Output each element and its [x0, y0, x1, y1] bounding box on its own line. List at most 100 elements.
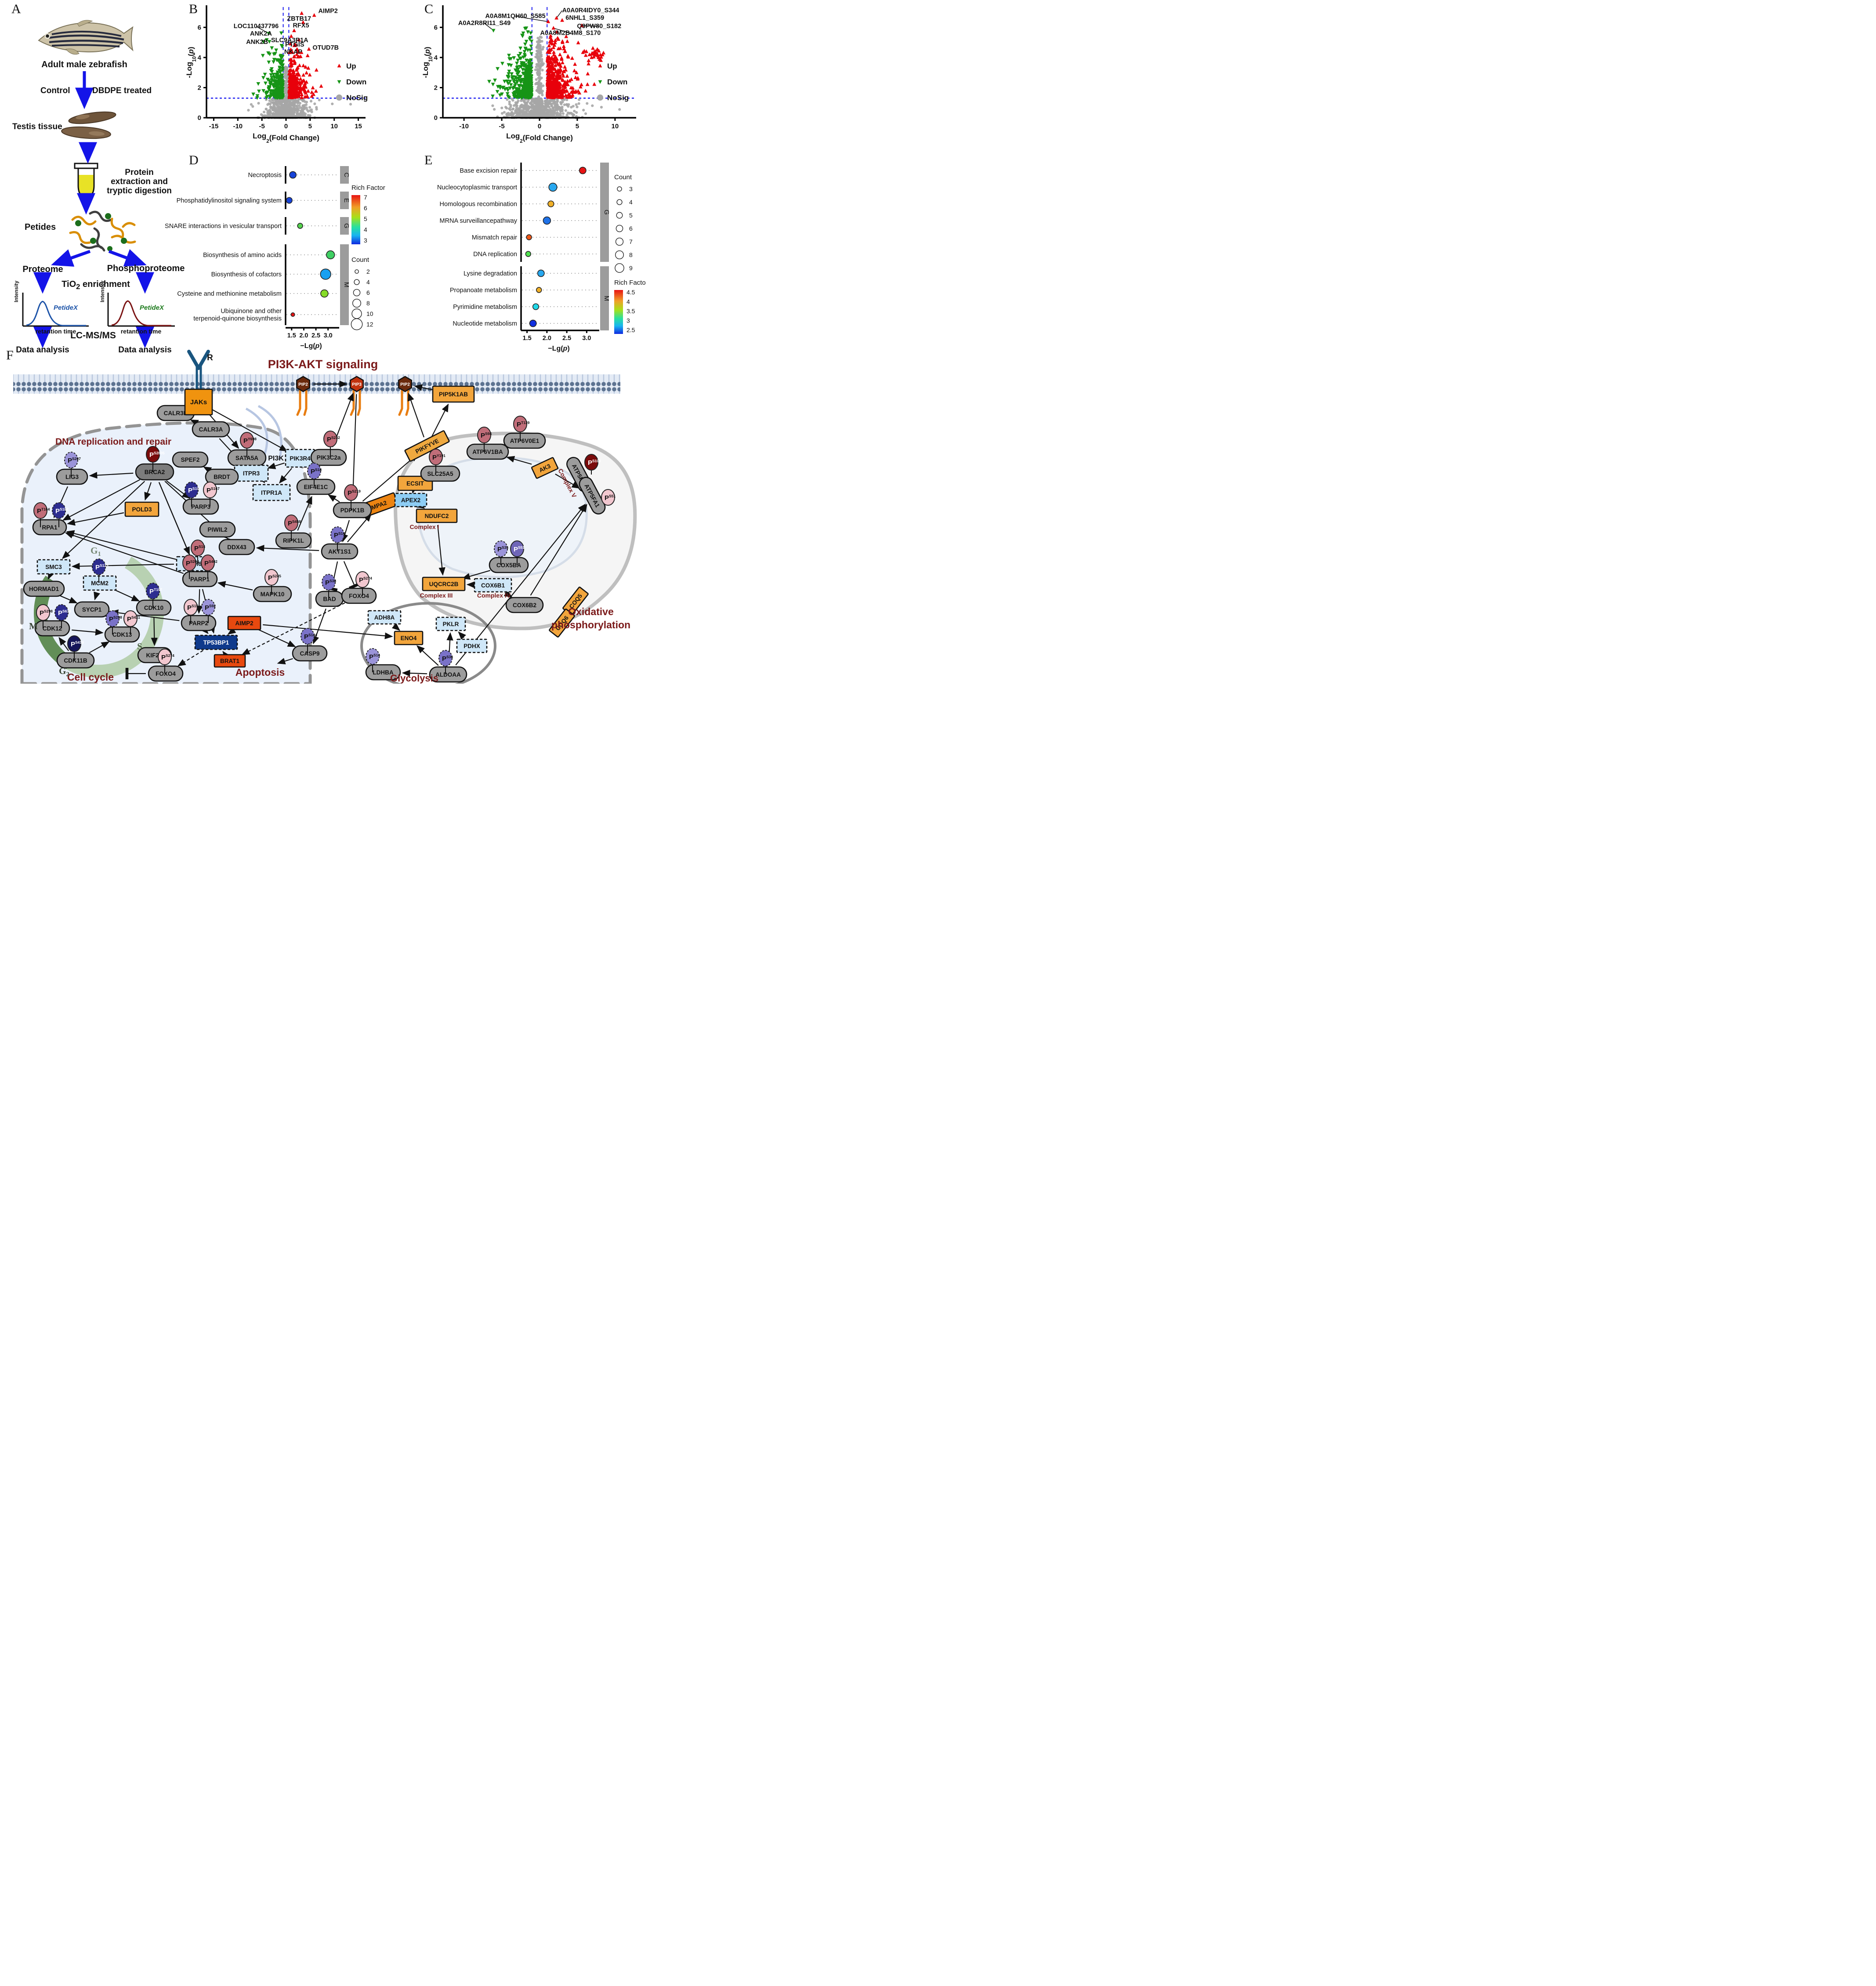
- svg-text:4: 4: [198, 54, 202, 62]
- pathway-node-BAD: BAD: [315, 591, 344, 607]
- control-label: Control: [40, 86, 70, 95]
- pathway-node-ALDOAA: ALDOAA: [429, 666, 467, 683]
- pathway-node-PARP3: PARP3: [182, 498, 219, 515]
- phospho-site-CASP9-S144: PS144: [304, 633, 317, 641]
- volcano-plot-proteome: -15 -10 -5 0 5 10 15 0 2 4 6 Log2(Fold Change) -Log1…: [185, 5, 368, 144]
- data-analysis-right: Data analysis: [118, 345, 172, 355]
- pathway-title-apoptosis: Apoptosis: [235, 667, 285, 678]
- phospho-site-SATA5A-Y698: PY698: [243, 437, 257, 445]
- pathway-node-COX5BA: COX5BA: [489, 557, 529, 573]
- pathway-titles: PI3K-AKT signaling R PI3K DNA replication a…: [29, 353, 630, 684]
- svg-text:NDUFC2: NDUFC2: [425, 513, 449, 519]
- pathway-node-RIPK1L: RIPK1L: [275, 532, 312, 549]
- svg-text:PIP5K1AB: PIP5K1AB: [439, 391, 468, 398]
- svg-text:SPEF2: SPEF2: [181, 457, 200, 463]
- pathway-title-glycolysis: Glycolysis: [390, 673, 438, 684]
- pathway-node-CALR3A: CALR3A: [192, 421, 230, 438]
- svg-text:-5: -5: [259, 123, 264, 130]
- svg-text:BRCA2: BRCA2: [145, 469, 165, 475]
- pathway-title-pi3k: PI3K: [268, 455, 284, 462]
- peptides-illustration: [69, 210, 136, 252]
- pathway-title-complex-i: Complex I: [410, 523, 439, 530]
- svg-text:AKT1S1: AKT1S1: [328, 548, 351, 555]
- pathway-node-RPA1: RPA1: [32, 519, 67, 536]
- pathway-node-PIWIL2: PIWIL2: [199, 521, 236, 538]
- lcms-label: LC-MS/MS: [70, 330, 116, 341]
- pathway-node-PDHX: PDHX: [456, 638, 488, 653]
- svg-text:COX6B1: COX6B1: [481, 582, 505, 589]
- phospho-site-MAPK10-S245: PS245: [268, 574, 281, 582]
- svg-text:SYCP1: SYCP1: [82, 606, 102, 613]
- svg-text:ATP6V1BA: ATP6V1BA: [472, 449, 503, 455]
- panel-letter-a: A: [11, 2, 21, 16]
- phospho-site-ATP5FA1-S51: PS51: [605, 494, 616, 502]
- pathway-node-SMC3: SMC3: [36, 559, 71, 575]
- svg-text:FOXO4: FOXO4: [349, 593, 369, 599]
- pathway-node-PKLR: PKLR: [435, 616, 466, 631]
- svg-text:APEX2: APEX2: [401, 497, 420, 504]
- pathway-node-MAPK10: MAPK10: [253, 586, 292, 602]
- pathway-node-JAKs: JAKs: [184, 388, 213, 416]
- phospho-site-PDPK1B-S219: PS219: [348, 489, 361, 497]
- pathway-node-ENO4: ENO4: [394, 631, 424, 645]
- svg-text:PARP2: PARP2: [189, 620, 208, 627]
- svg-text:CDK12: CDK12: [43, 625, 62, 632]
- phospho-site-ALDOAA-S36: PS36: [442, 655, 453, 663]
- svg-text:BRAT1: BRAT1: [220, 658, 239, 664]
- svg-text:PDPK1B: PDPK1B: [340, 507, 365, 514]
- svg-text:CASP9: CASP9: [300, 650, 319, 657]
- pathway-title-complex-iii: Complex III: [420, 592, 453, 599]
- pathway-node-CDK13: CDK13: [104, 626, 140, 643]
- svg-text:-10: -10: [233, 123, 243, 130]
- pathway-node-CDK10: CDK10: [136, 599, 172, 616]
- svg-text:ZBTB17: ZBTB17: [287, 15, 311, 22]
- svg-text:PIP3: PIP3: [352, 382, 362, 387]
- pathway-node-PIK3R4: PIK3R4: [285, 449, 315, 468]
- phospho-site-SLC25A5-Y191: PY191: [432, 453, 445, 461]
- panel-letter-d: D: [189, 153, 199, 167]
- phospho-site-ATP5PD-S100: PS100: [588, 459, 601, 467]
- pathway-node-PARP2: PARP2: [181, 615, 217, 631]
- svg-text:PIP2: PIP2: [400, 382, 410, 387]
- pathway-node-BRDT: BRDT: [205, 468, 239, 485]
- pathway-title-pi3k-akt-signaling: PI3K-AKT signaling: [268, 358, 378, 371]
- svg-text:SMC3: SMC3: [45, 564, 62, 570]
- peptides-label: Petides: [25, 222, 56, 232]
- phospho-site-PIK3C2a-S232: PS232: [327, 435, 340, 443]
- svg-text:AIMP2: AIMP2: [318, 8, 337, 15]
- pathway-node-EIF4E1C: EIF4E1C: [296, 478, 336, 495]
- svg-text:0: 0: [198, 114, 201, 122]
- pathway-node-ITPR3: ITPR3: [234, 464, 269, 482]
- phospho-site-PARP1-S402: PS402: [204, 559, 217, 567]
- phospho-site-RPA1-S182: PS182: [55, 507, 69, 515]
- svg-text:PDHX: PDHX: [464, 643, 480, 649]
- svg-text:PIK3C2a: PIK3C2a: [317, 454, 341, 461]
- volcano-B: -15 -10 -5 0 5 10 15 0 2 4 6 Log2(Fold Change) -Log1…: [185, 5, 368, 144]
- retention-time-right: retantion time: [120, 328, 162, 335]
- retention-time-left: retantion time: [35, 328, 76, 335]
- pathway-node-HORMAD1: HORMAD1: [23, 580, 65, 597]
- phospho-site-FOXO4a-S274: PS274: [359, 576, 372, 584]
- tube-icon: [74, 163, 98, 198]
- phospho-site-PARP3-S107: PS107: [188, 486, 201, 494]
- phospho-site-CDK12-S638: PS638: [58, 609, 71, 617]
- treated-label: DBDPE treated: [92, 86, 152, 95]
- pathway-title-r: R: [207, 353, 213, 362]
- svg-text:LIG3: LIG3: [65, 474, 79, 480]
- pathway-node-DDX43: DDX43: [218, 539, 255, 555]
- pathway-title-cell-cycle: Cell cycle: [67, 671, 114, 683]
- phospho-site-CDK12-S298: PS298: [40, 609, 53, 617]
- pathway-title-phosphorylation: phosphorylation: [551, 619, 630, 631]
- phospho-site-PARP2-S15: PS15: [187, 604, 198, 612]
- phospho-site-EIF4E1C-S18: PS18: [311, 468, 322, 475]
- protein-extraction-line1: Protein: [125, 168, 154, 177]
- phospho-site-RPA1-T164: PT164: [37, 507, 50, 515]
- svg-text:10: 10: [330, 123, 338, 130]
- receptor-icon: [187, 350, 210, 391]
- tio2-enrichment-label: TiO2 enrichment: [62, 279, 130, 291]
- pathway-node-AK3: AK3: [531, 457, 559, 479]
- phospho-site-MSH6-S14: PS14: [194, 544, 205, 552]
